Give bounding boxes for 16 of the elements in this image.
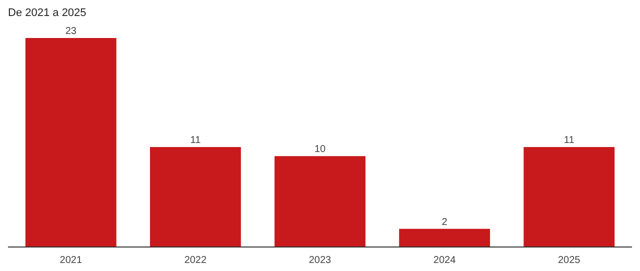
data-label: 11 (190, 135, 202, 146)
x-tick-label: 2022 (184, 255, 208, 266)
bar (274, 156, 366, 247)
chart-title: De 2021 a 2025 (8, 7, 86, 19)
data-label: 23 (65, 26, 77, 37)
x-tick-label: 2023 (308, 255, 332, 266)
bar (399, 228, 490, 247)
data-label: 10 (314, 144, 326, 156)
bar (150, 147, 241, 247)
x-tick-label: 2021 (60, 255, 82, 266)
data-label: 11 (564, 135, 575, 146)
bar (524, 147, 615, 247)
x-tick-label: 2024 (433, 255, 456, 266)
x-tick-label: 2025 (558, 255, 581, 266)
bar (25, 38, 116, 247)
data-label: 2 (442, 216, 448, 228)
